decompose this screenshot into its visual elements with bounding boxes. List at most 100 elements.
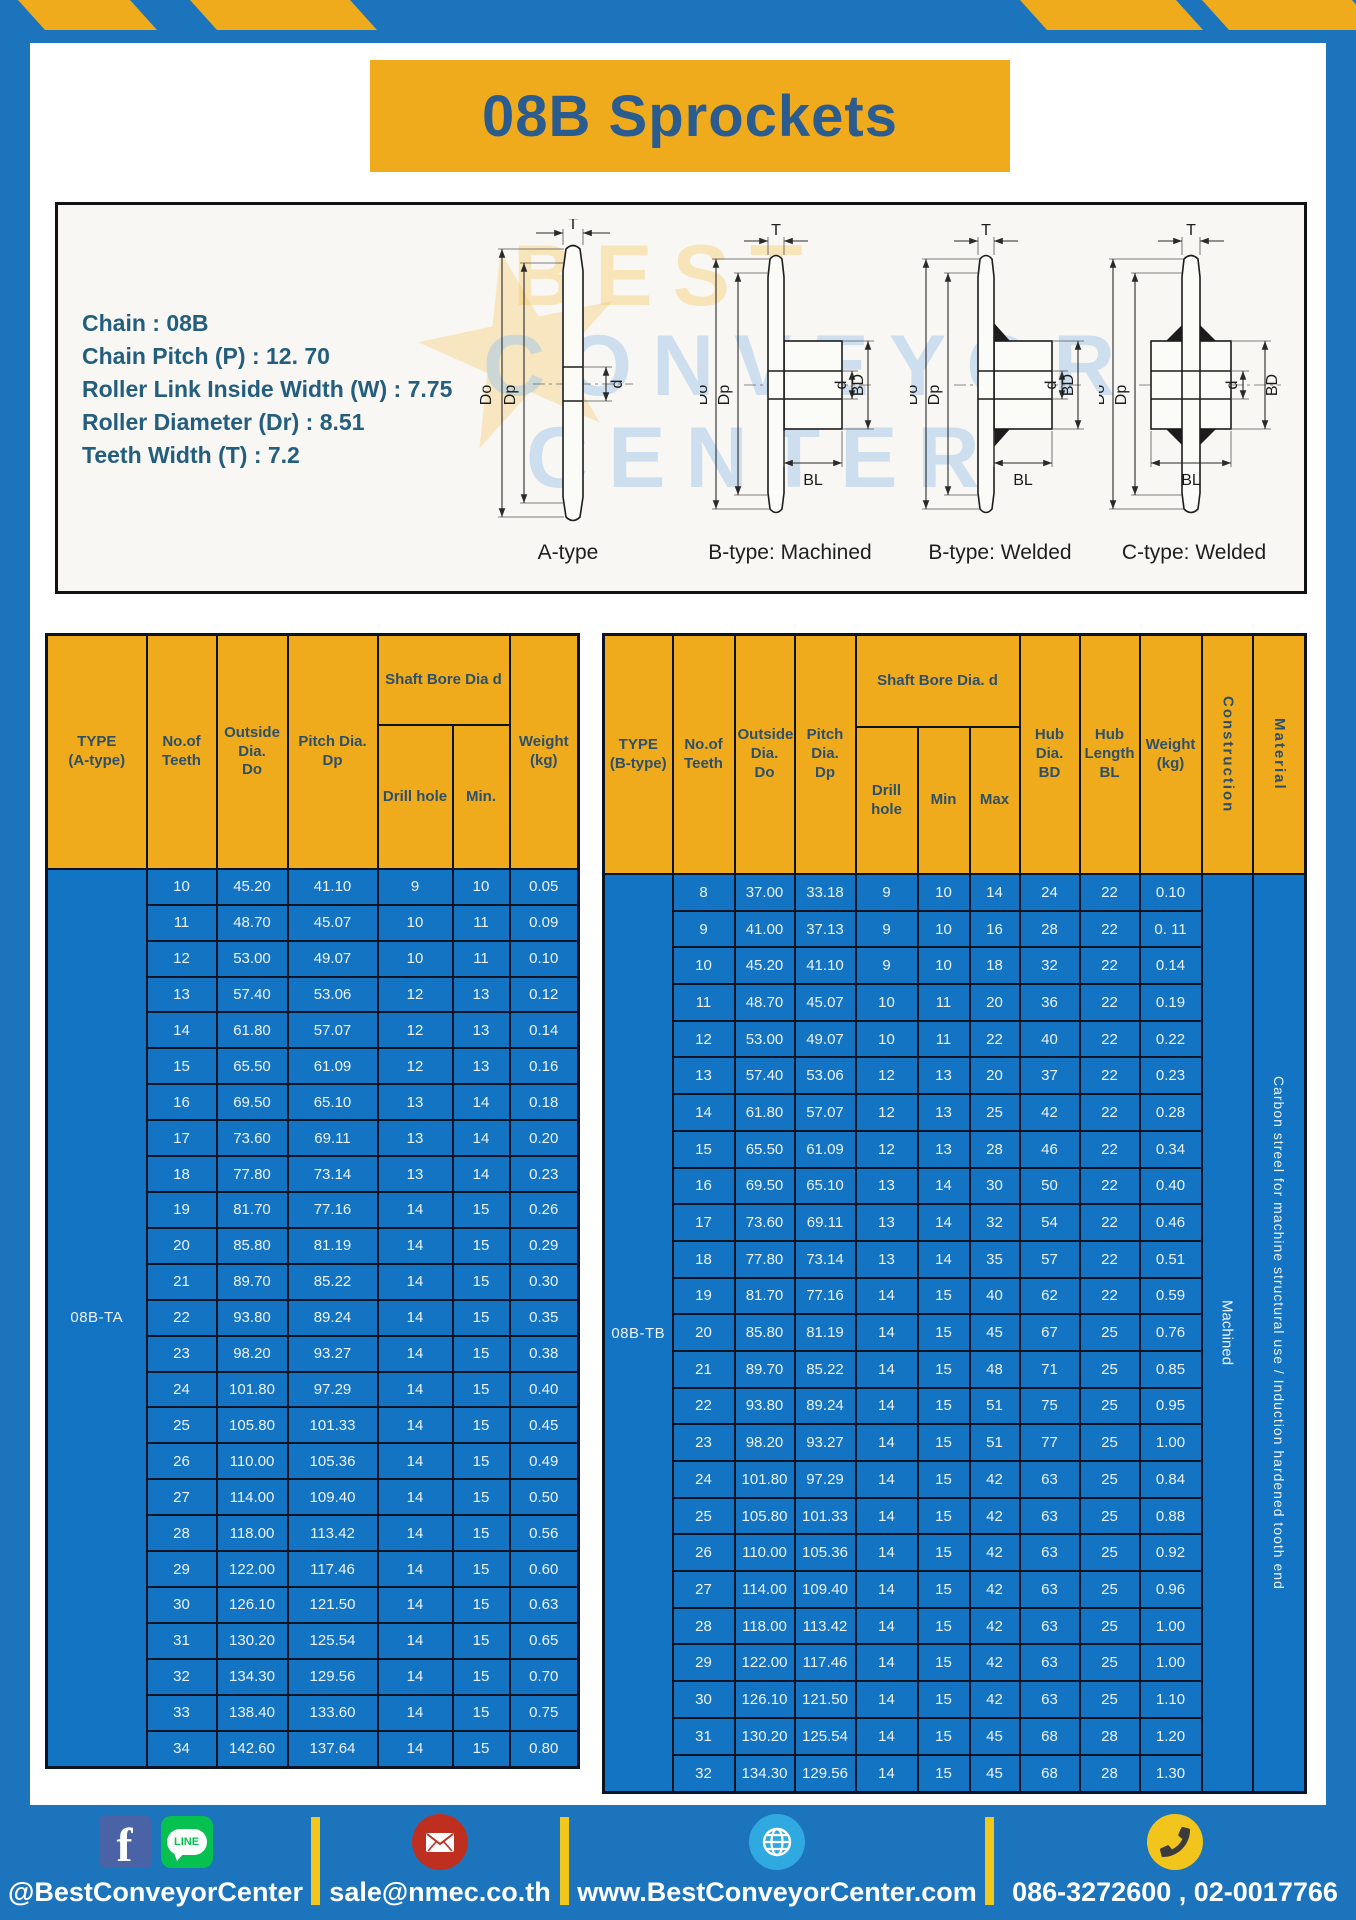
table-b-row: 31 130.20 125.54 14 15 45 68 28 1.20 (604, 1716, 1306, 1756)
table-b-cell: 62 (1018, 1276, 1081, 1316)
col-header-min: Min (916, 726, 971, 876)
table-b-cell: 19 (671, 1276, 736, 1316)
table-a-cell: 23 (145, 1334, 218, 1373)
table-b-cell: 73.14 (793, 1239, 857, 1279)
table-b-cell: 85.80 (733, 1313, 796, 1352)
table-a-cell: 117.46 (286, 1550, 379, 1588)
diagram-type-label: B-type: Machined (708, 541, 872, 564)
table-b-cell: 0.88 (1138, 1496, 1203, 1536)
col-header-shaft-bore: Shaft Bore Dia d (376, 633, 511, 727)
table-a-cell: 45.20 (215, 867, 289, 906)
table-b-cell: 65.10 (793, 1166, 857, 1206)
table-a-row: 33 138.40 133.60 14 15 0.75 (47, 1693, 580, 1732)
spec-table-a-type: TYPE (A-type) No.of Teeth Outside Dia. D… (45, 633, 580, 1769)
table-a-cell: 89.24 (286, 1298, 379, 1337)
col-header-pitch-dia: Pitch Dia. Dp (793, 633, 857, 876)
table-a-row: 16 69.50 65.10 13 14 0.18 (47, 1083, 580, 1122)
table-a-cell: 11 (451, 939, 511, 978)
table-b-cell: 31 (671, 1716, 736, 1756)
footer-divider (311, 1817, 320, 1905)
table-b-cell: 25 (1078, 1606, 1141, 1646)
table-b-cell: 28 (1018, 909, 1081, 949)
table-b-cell: 22 (1078, 909, 1141, 949)
table-a-cell: 77.16 (286, 1191, 379, 1229)
table-b-cell: 105.36 (793, 1533, 857, 1573)
table-a-cell: 17 (145, 1119, 218, 1158)
table-b-cell: 63 (1018, 1570, 1081, 1609)
table-b-cell: 22 (671, 1386, 736, 1426)
table-b-cell: 126.10 (733, 1680, 796, 1719)
table-b-cell: 24 (671, 1460, 736, 1499)
table-b-cell: 8 (671, 873, 736, 912)
table-b-cell: 15 (916, 1276, 971, 1316)
table-b-cell: 75 (1018, 1386, 1081, 1426)
table-a-cell: 134.30 (215, 1657, 289, 1696)
social-handle-text: @BestConveyorCenter (8, 1877, 303, 1907)
table-a-cell: 73.60 (215, 1119, 289, 1158)
table-b-row: 30 126.10 121.50 14 15 42 63 25 1.10 (604, 1680, 1306, 1719)
table-b-cell: 23 (671, 1423, 736, 1463)
table-a-row: 21 89.70 85.22 14 15 0.30 (47, 1262, 580, 1301)
table-b-cell: 14 (854, 1423, 919, 1463)
table-a-cell: 65.10 (286, 1083, 379, 1122)
table-a-cell: 0.14 (508, 1011, 580, 1050)
table-a-cell: 13 (376, 1083, 454, 1122)
table-a-cell: 15 (451, 1334, 511, 1373)
col-header-pitch-dia: Pitch Dia. Dp (286, 633, 379, 870)
table-a-cell: 110.00 (215, 1442, 289, 1481)
table-a-cell: 33 (145, 1693, 218, 1732)
chain-specs: Chain : 08B Chain Pitch (P) : 12. 70 Rol… (82, 307, 452, 472)
table-b-cell: 125.54 (793, 1716, 857, 1756)
table-a-row: 20 85.80 81.19 14 15 0.29 (47, 1226, 580, 1265)
table-b-cell: 12 (854, 1056, 919, 1096)
table-b-row: 25 105.80 101.33 14 15 42 63 25 0.88 (604, 1496, 1306, 1536)
table-a-cell: 14 (376, 1478, 454, 1517)
table-b-row: 15 65.50 61.09 12 13 28 46 22 0.34 (604, 1129, 1306, 1169)
table-a-cell: 77.80 (215, 1155, 289, 1193)
table-b-cell: 22 (1078, 1129, 1141, 1169)
table-b-row: 24 101.80 97.29 14 15 42 63 25 0.84 (604, 1460, 1306, 1499)
table-a-cell: 85.22 (286, 1262, 379, 1301)
construction-value: Machined (1200, 873, 1254, 1794)
table-a-row: 34 142.60 137.64 14 15 0.80 (47, 1729, 580, 1769)
table-a-cell: 57.40 (215, 975, 289, 1014)
table-b-cell: 25 (1078, 1496, 1141, 1536)
table-a-cell: 13 (451, 1047, 511, 1086)
table-a-row: 13 57.40 53.06 12 13 0.12 (47, 975, 580, 1014)
table-b-cell: 22 (1078, 1166, 1141, 1206)
table-b-cell: 0.34 (1138, 1129, 1203, 1169)
table-a-cell: 15 (451, 1226, 511, 1265)
table-b-cell: 51 (968, 1386, 1021, 1426)
table-b-cell: 42 (968, 1570, 1021, 1609)
table-a-cell: 15 (451, 1729, 511, 1769)
table-b-cell: 61.09 (793, 1129, 857, 1169)
table-a-cell: 11 (451, 903, 511, 942)
table-a-cell: 0.60 (508, 1550, 580, 1588)
col-header-outside-dia: Outside Dia. Do (733, 633, 796, 876)
table-b-row: 23 98.20 93.27 14 15 51 77 25 1.00 (604, 1423, 1306, 1463)
table-a-cell: 53.00 (215, 939, 289, 978)
table-b-cell: 0.28 (1138, 1093, 1203, 1132)
table-b-cell: 48 (968, 1349, 1021, 1389)
table-a-cell: 9 (376, 867, 454, 906)
table-b-cell: 0.23 (1138, 1056, 1203, 1096)
dim-label-dp: Dp (926, 385, 943, 406)
table-a-cell: 81.70 (215, 1191, 289, 1229)
table-a-cell: 93.80 (215, 1298, 289, 1337)
table-b-cell: 101.80 (733, 1460, 796, 1499)
table-b-cell: 14 (854, 1349, 919, 1389)
table-a-cell: 0.26 (508, 1191, 580, 1229)
table-b-cell: 11 (671, 983, 736, 1022)
dim-label-t: T (771, 222, 781, 239)
table-a-row: 23 98.20 93.27 14 15 0.38 (47, 1334, 580, 1373)
table-b-cell: 15 (916, 1313, 971, 1352)
table-b-cell: 14 (916, 1239, 971, 1279)
table-b-cell: 65.50 (733, 1129, 796, 1169)
table-a-type-label: 08B-TA (45, 867, 148, 1769)
table-b-cell: 14 (916, 1166, 971, 1206)
table-a-cell: 0.63 (508, 1585, 580, 1624)
table-a-cell: 14 (451, 1119, 511, 1158)
col-header-drill-hole: Drill hole (376, 724, 454, 870)
diagram-type-label: A-type (537, 541, 599, 564)
